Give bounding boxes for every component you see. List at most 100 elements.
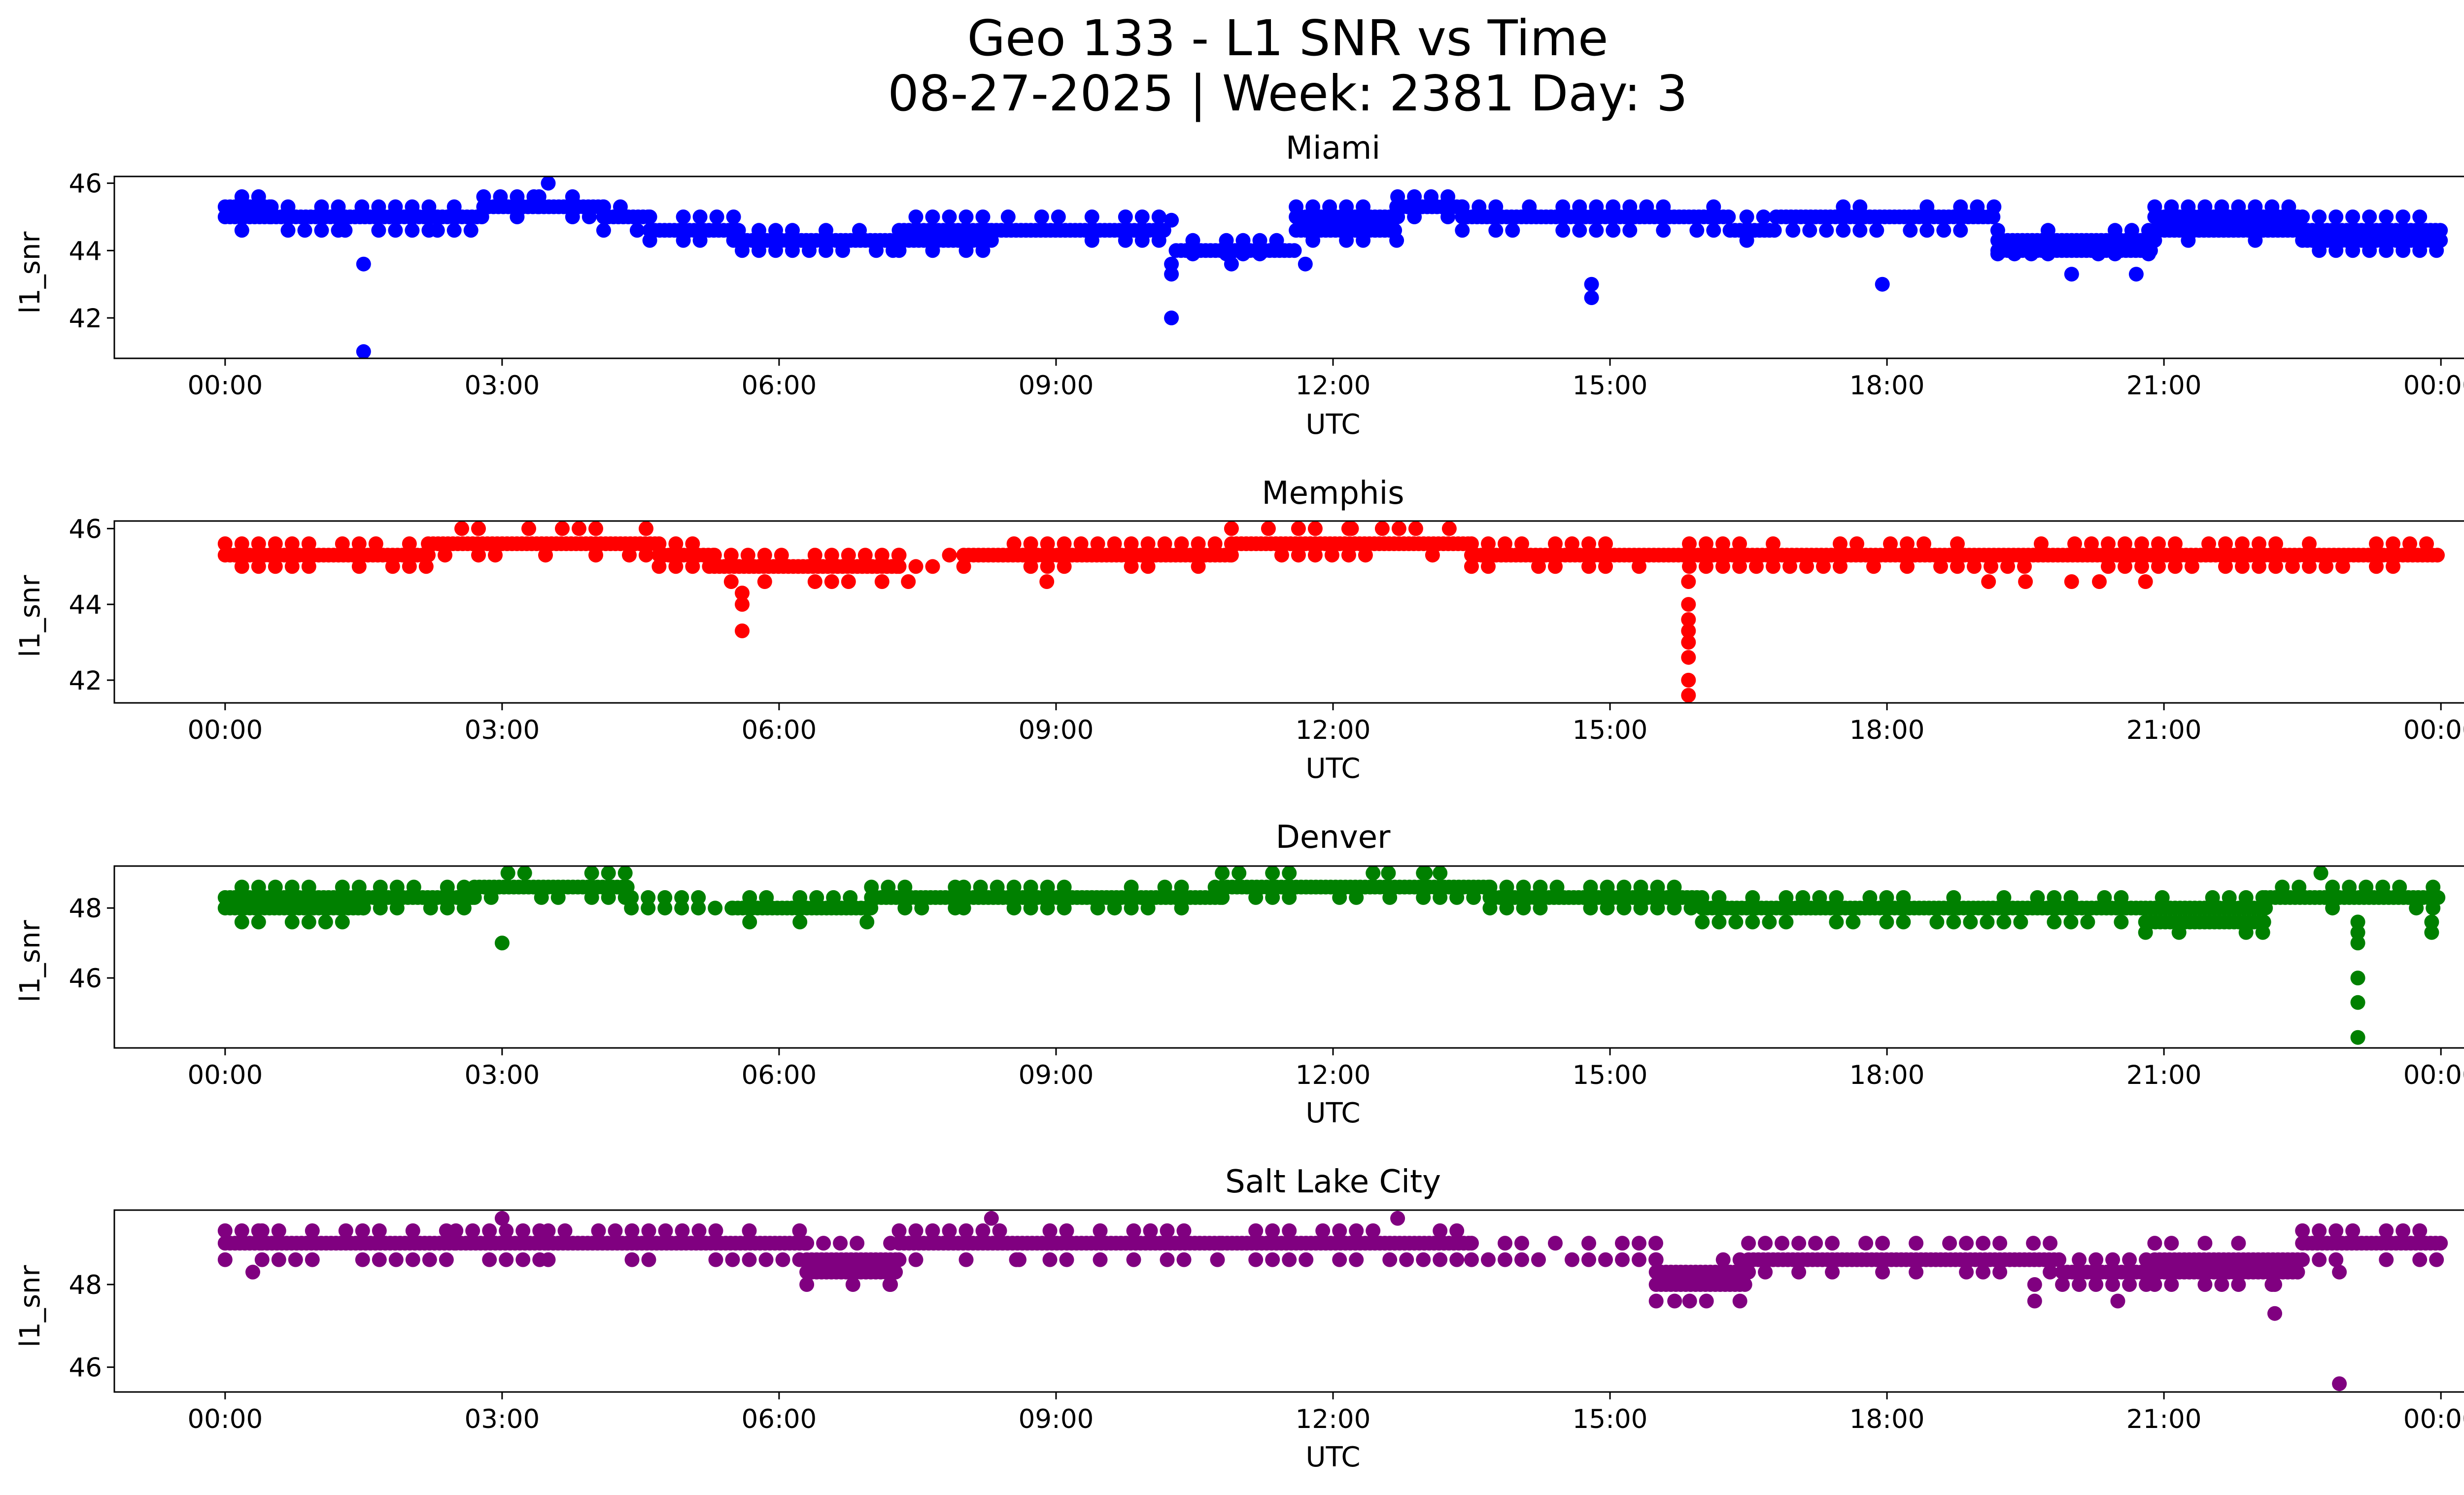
outlier-point bbox=[1224, 256, 1239, 272]
data-point bbox=[668, 559, 684, 574]
data-point bbox=[406, 879, 421, 895]
data-point bbox=[2433, 1236, 2448, 1251]
data-point bbox=[280, 199, 296, 214]
data-point bbox=[1598, 559, 1613, 574]
data-point bbox=[2168, 559, 2183, 574]
outlier-point bbox=[1681, 635, 1696, 650]
x-tick-label: 21:00 bbox=[2126, 1060, 2202, 1090]
outlier-point bbox=[1390, 1211, 1405, 1226]
data-point bbox=[1741, 1264, 1756, 1280]
outlier-point bbox=[1681, 612, 1696, 627]
x-tick-label: 00:00 bbox=[187, 1404, 263, 1434]
y-axis-label: l1_snr bbox=[14, 231, 46, 314]
data-point bbox=[2231, 199, 2246, 214]
data-point bbox=[2312, 1252, 2327, 1267]
data-point bbox=[1499, 879, 1514, 895]
panel-miami: Miami UTC l1_snr 00:00 03:00 06:00 09:00 12:… bbox=[14, 130, 2464, 441]
x-tick-label: 09:00 bbox=[1019, 371, 1094, 401]
data-point bbox=[958, 1252, 974, 1267]
data-point bbox=[1488, 199, 1504, 214]
data-point bbox=[908, 559, 924, 574]
data-point bbox=[2107, 223, 2122, 238]
data-point bbox=[1616, 879, 1632, 895]
data-point bbox=[2197, 1277, 2213, 1292]
data-point bbox=[2264, 199, 2280, 214]
data-point bbox=[1583, 879, 1598, 895]
data-point bbox=[891, 1223, 907, 1238]
data-point bbox=[557, 1223, 573, 1238]
data-point bbox=[1953, 199, 1968, 214]
y-tick-label: 48 bbox=[69, 1270, 102, 1300]
points bbox=[217, 176, 2448, 358]
outlier-point bbox=[1261, 521, 1276, 536]
data-point bbox=[1749, 559, 1764, 574]
x-tick-label: 09:00 bbox=[1019, 1060, 1094, 1090]
data-point bbox=[1916, 536, 1931, 552]
data-point bbox=[975, 1223, 991, 1238]
data-point bbox=[1374, 521, 1390, 536]
data-point bbox=[1656, 199, 1671, 214]
data-point bbox=[709, 209, 724, 224]
data-point bbox=[1358, 548, 1373, 563]
points bbox=[217, 866, 2446, 1045]
data-point bbox=[925, 1223, 940, 1238]
data-point bbox=[908, 1252, 924, 1267]
data-point bbox=[1299, 1252, 1314, 1267]
data-point bbox=[2231, 1236, 2246, 1251]
data-point bbox=[371, 199, 386, 214]
data-point bbox=[251, 559, 266, 574]
data-point bbox=[2302, 559, 2317, 574]
outlier-point bbox=[1164, 311, 1179, 325]
data-point bbox=[463, 223, 479, 238]
data-point bbox=[405, 223, 420, 238]
data-point bbox=[1289, 199, 1304, 214]
data-point bbox=[1531, 1252, 1546, 1267]
data-point bbox=[1779, 890, 1794, 905]
data-point bbox=[2040, 223, 2055, 238]
data-point bbox=[1996, 914, 2012, 930]
data-point bbox=[1963, 914, 1978, 930]
data-point bbox=[1732, 536, 1747, 552]
outlier-point bbox=[1584, 277, 1599, 292]
x-tick-label: 18:00 bbox=[1849, 371, 1925, 401]
data-point bbox=[799, 1277, 815, 1292]
data-point bbox=[297, 223, 312, 238]
data-point bbox=[2252, 559, 2266, 574]
outlier-point bbox=[984, 1211, 999, 1226]
figure-title-line-2: 08-27-2025 | Week: 2381 Day: 3 bbox=[888, 65, 1687, 122]
data-point bbox=[1632, 1252, 1646, 1267]
data-point bbox=[2197, 1236, 2213, 1251]
x-tick-label: 06:00 bbox=[742, 1060, 817, 1090]
data-point bbox=[1812, 890, 1827, 905]
data-point bbox=[1455, 223, 1470, 238]
data-point bbox=[1715, 536, 1730, 552]
outlier-point bbox=[2064, 574, 2079, 589]
data-point bbox=[1265, 866, 1280, 881]
data-point bbox=[1282, 866, 1297, 881]
data-point bbox=[1950, 559, 1965, 574]
data-point bbox=[405, 1223, 420, 1238]
data-point bbox=[1836, 199, 1851, 214]
data-point bbox=[2122, 1252, 2137, 1267]
data-point bbox=[1737, 1277, 1752, 1292]
data-point bbox=[402, 536, 417, 552]
data-point bbox=[1455, 199, 1470, 214]
data-point bbox=[708, 1252, 723, 1267]
data-point bbox=[2235, 559, 2250, 574]
data-point bbox=[792, 914, 808, 930]
outlier-point bbox=[2138, 574, 2153, 589]
x-tick-label: 06:00 bbox=[742, 371, 817, 401]
data-point bbox=[371, 223, 386, 238]
data-point bbox=[1699, 536, 1713, 552]
data-point bbox=[641, 901, 656, 916]
data-point bbox=[254, 1223, 270, 1238]
outlier-point bbox=[494, 1211, 510, 1226]
data-point bbox=[775, 1252, 790, 1267]
data-point bbox=[1549, 879, 1565, 895]
data-point bbox=[402, 559, 417, 574]
data-point bbox=[2256, 914, 2271, 930]
outlier-point bbox=[735, 623, 750, 638]
data-point bbox=[2281, 199, 2296, 214]
data-point bbox=[1741, 1236, 1756, 1251]
y-tick-label: 46 bbox=[69, 964, 102, 994]
